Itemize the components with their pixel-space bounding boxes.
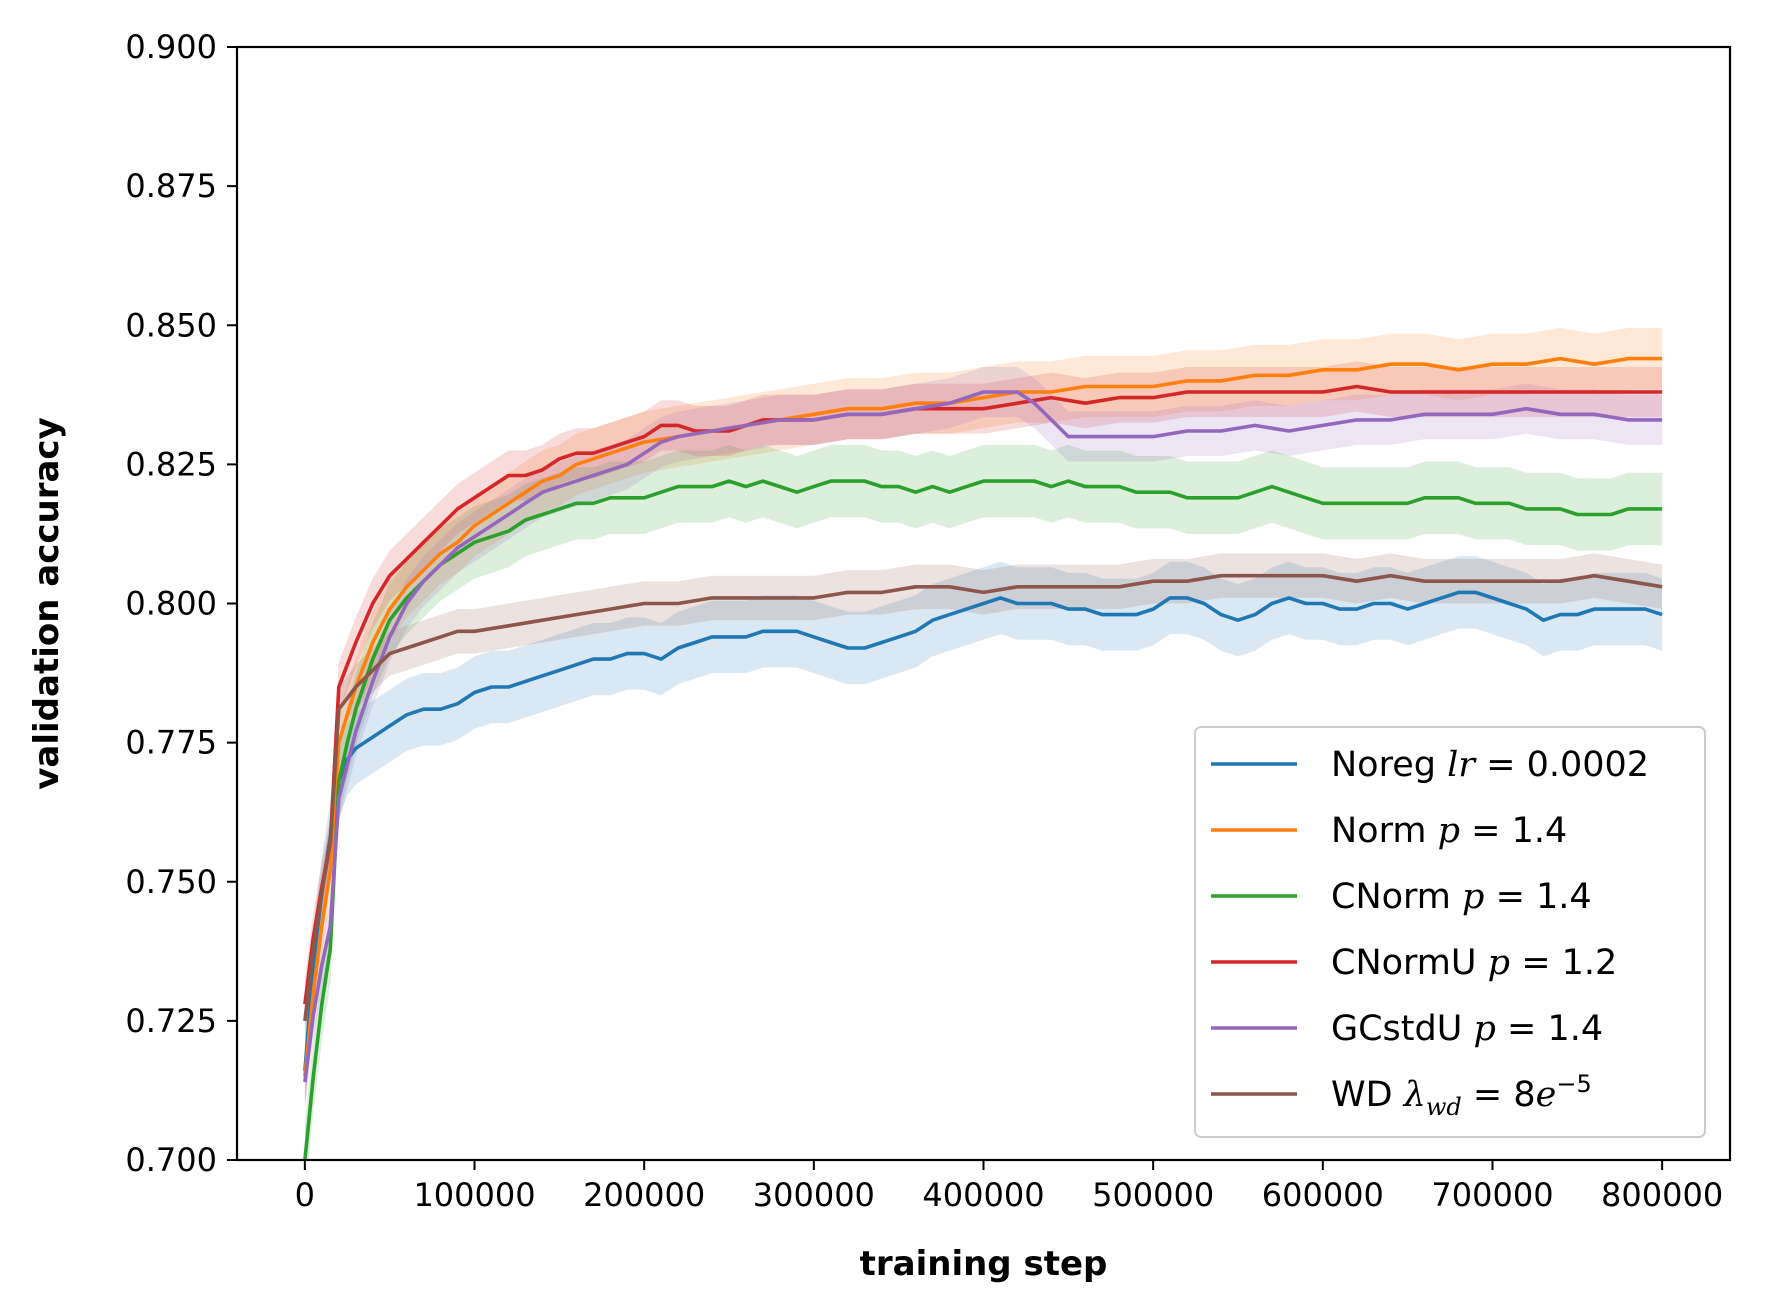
legend-math-rest: = 1.4: [1496, 1009, 1603, 1049]
x-axis-ticks: 0 100000 200000 300000 400000 500000 600000 700…: [295, 1160, 1723, 1214]
x-axis-title: training step: [860, 1244, 1108, 1284]
y-axis-ticks: 0.700 0.725 0.750 0.775 0.800 0.825 0.850 0.875…: [125, 28, 237, 1179]
legend-math-sub: wd: [1426, 1093, 1462, 1121]
legend-entry-wd: WD λwd = 8e−5: [1211, 1070, 1592, 1121]
x-tick-label: 600000: [1262, 1176, 1384, 1214]
y-tick-label: 0.800: [125, 585, 217, 623]
legend-entry-gcstdu: GCstdU p = 1.4: [1211, 1009, 1603, 1049]
band-cnorm: [304, 444, 1663, 1160]
legend-box: [1194, 726, 1706, 1138]
series-line-wd: [303, 573, 1663, 1022]
legend-entry-noreg: Noreg lr = 0.0002: [1211, 745, 1649, 785]
x-tick-label: 800000: [1601, 1176, 1723, 1214]
y-tick-label: 0.900: [125, 28, 217, 66]
legend-math-sup: −5: [1556, 1070, 1591, 1098]
x-tick-label: 200000: [583, 1176, 705, 1214]
legend-math-var: p: [1473, 1009, 1495, 1049]
x-tick-label: 300000: [753, 1176, 875, 1214]
legend-math-var: lr: [1447, 745, 1477, 785]
legend-label: Norm p = 1.4: [1331, 811, 1567, 851]
confidence-bands: [304, 328, 1663, 1160]
y-tick-label: 0.875: [125, 167, 217, 205]
legend-entry-cnormu: CNormU p = 1.2: [1211, 943, 1617, 983]
y-tick-label: 0.775: [125, 724, 217, 762]
y-tick-label: 0.825: [125, 445, 217, 483]
legend-math-rest: = 1.4: [1460, 811, 1567, 851]
legend-math-rest: = 0.0002: [1475, 745, 1649, 785]
legend-label: CNormU p = 1.2: [1331, 943, 1617, 983]
series-lines: [303, 356, 1663, 1160]
legend-label: Noreg lr = 0.0002: [1331, 745, 1649, 785]
y-tick-label: 0.725: [125, 1002, 217, 1040]
series-line-gcstdu: [303, 390, 1663, 1083]
x-tick-label: 500000: [1092, 1176, 1214, 1214]
legend-math-rest: = 1.2: [1510, 943, 1617, 983]
legend-label: CNorm p = 1.4: [1331, 877, 1592, 917]
band-wd: [304, 553, 1663, 1044]
x-tick-label: 100000: [413, 1176, 535, 1214]
legend-math-var: p: [1488, 943, 1510, 983]
legend-series-name: GCstdU: [1331, 1009, 1473, 1049]
y-tick-label: 0.750: [125, 863, 217, 901]
series-line-cnorm: [303, 479, 1663, 1160]
legend-math-rest: = 8: [1462, 1075, 1536, 1115]
x-tick-label: 700000: [1431, 1176, 1553, 1214]
legend-math-rest: = 1.4: [1484, 877, 1591, 917]
y-tick-label: 0.850: [125, 306, 217, 344]
legend-math-var: λ: [1402, 1075, 1426, 1115]
legend-series-name: Norm: [1331, 811, 1438, 851]
legend-math-var: p: [1438, 811, 1460, 851]
legend-series-name: CNorm: [1331, 877, 1462, 917]
legend-math-var: p: [1462, 877, 1484, 917]
series-line-noreg: [303, 590, 1663, 1072]
legend-math-var2: e: [1536, 1075, 1557, 1115]
x-tick-label: 0: [295, 1176, 315, 1214]
y-tick-label: 0.700: [125, 1141, 217, 1179]
legend-series-name: WD: [1331, 1075, 1404, 1115]
band-noreg: [304, 556, 1663, 1108]
legend-entry-cnorm: CNorm p = 1.4: [1211, 877, 1592, 917]
legend-entry-norm: Norm p = 1.4: [1211, 811, 1567, 851]
legend-series-name: Noreg: [1331, 745, 1447, 785]
y-axis-title: validation accuracy: [27, 417, 67, 790]
legend-label: WD λwd = 8e−5: [1331, 1070, 1592, 1121]
x-tick-label: 400000: [922, 1176, 1044, 1214]
legend-label: GCstdU p = 1.4: [1331, 1009, 1603, 1049]
legend-series-name: CNormU: [1331, 943, 1488, 983]
